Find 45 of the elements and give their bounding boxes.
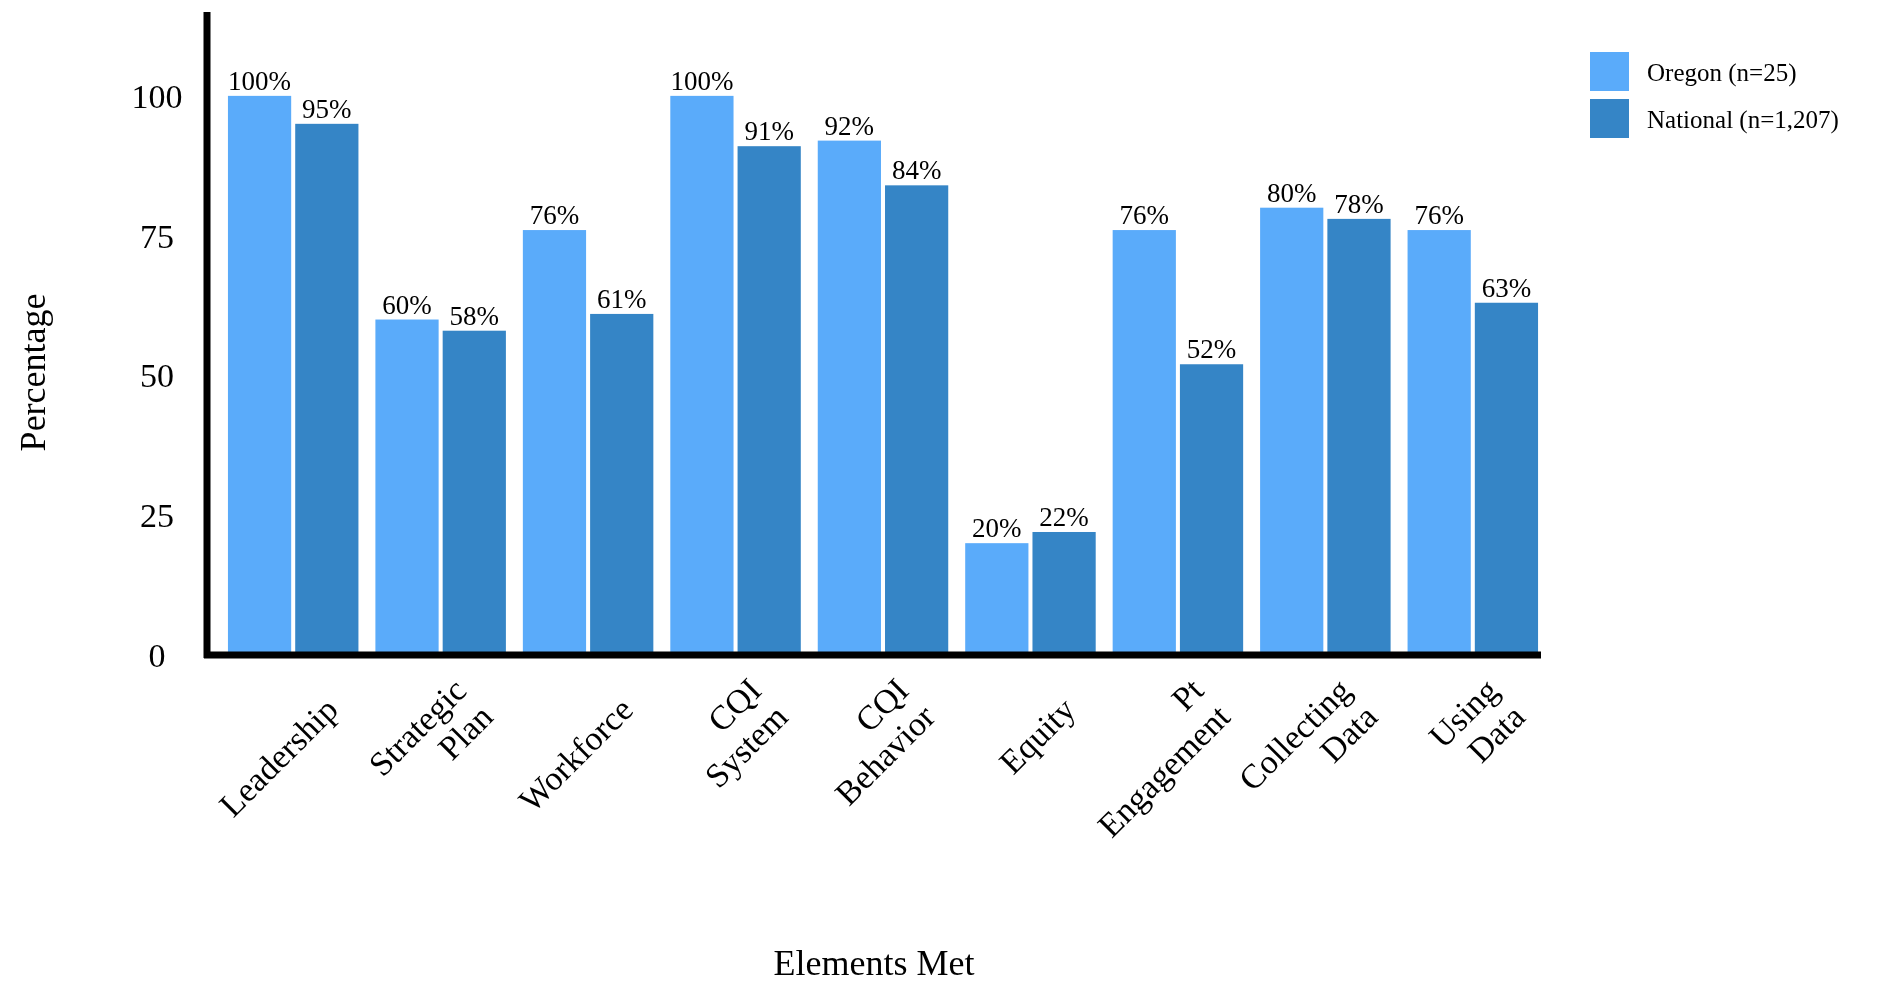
data-label: 80% [1266,177,1317,208]
data-label: 20% [972,513,1022,544]
bar [1112,230,1176,655]
y-axis-title: Percentage [13,293,53,452]
y-tick-label: 25 [140,497,174,535]
y-tick-label: 0 [148,636,166,674]
data-label: 60% [382,289,432,320]
data-label: 84% [891,155,942,186]
bar [737,146,801,655]
data-label: 63% [1481,272,1532,303]
bar [1032,531,1096,655]
bar [670,95,734,655]
bar [442,330,506,655]
data-label: 76% [1119,200,1170,231]
data-label: 58% [449,300,500,331]
bar [227,95,292,655]
data-label: 95% [302,93,352,124]
data-label: 78% [1334,188,1384,219]
bar [1179,364,1244,655]
bar [1260,207,1324,655]
data-label: 92% [824,110,875,141]
bar [1474,302,1539,655]
y-tick-label: 100 [131,77,183,115]
x-axis-title: Elements Met [773,943,975,983]
data-label: 100% [228,65,292,96]
bar [295,123,359,655]
data-label: 61% [596,283,647,314]
data-label: 22% [1039,501,1089,532]
bar [522,230,587,655]
data-label: 76% [1414,200,1464,231]
data-label: 52% [1186,334,1237,365]
bar [965,543,1029,655]
y-tick-label: 75 [140,217,174,255]
data-label: 100% [670,65,734,96]
y-tick-label: 50 [140,357,174,395]
legend-label: National (n=1,207) [1647,105,1839,134]
bar [375,319,439,655]
legend-label: Oregon (n=25) [1647,58,1797,87]
bar [817,140,881,655]
bar [885,185,949,655]
bar [1327,218,1391,655]
data-label: 91% [744,116,794,147]
bar [590,313,654,655]
data-label: 76% [529,200,580,231]
bar [1407,230,1471,655]
